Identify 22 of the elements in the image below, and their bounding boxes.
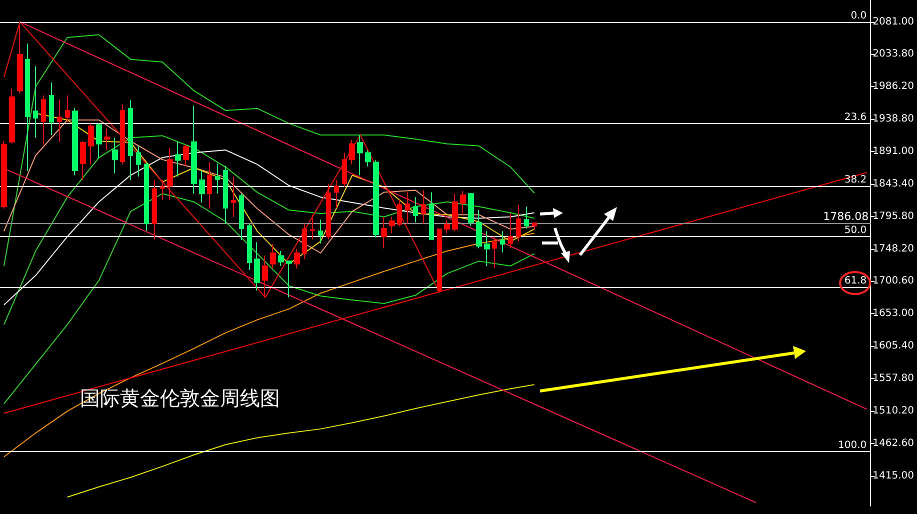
y-tick-label: 1795.80 — [872, 210, 914, 222]
annotation: 23.6 — [844, 112, 867, 123]
y-tick-label: 1557.80 — [872, 373, 914, 384]
annotation: 0.0 — [850, 10, 867, 22]
y-tick-label: 1986.20 — [872, 80, 914, 92]
annotation: 50.0 — [844, 225, 867, 236]
y-tick-label: 2081.00 — [872, 16, 914, 28]
annotation: 100.0 — [838, 440, 867, 451]
annotation: 61.8 — [844, 276, 867, 287]
y-tick-label: 1653.00 — [872, 308, 914, 320]
y-tick-label: 1748.20 — [872, 243, 914, 254]
ref-line-label: 1786.08 — [823, 210, 869, 223]
y-tick-label: 1700.60 — [872, 276, 914, 287]
y-tick-label: 1843.40 — [872, 178, 914, 190]
y-tick-label: 1510.20 — [872, 406, 914, 417]
y-tick-label: 1891.00 — [872, 146, 914, 157]
y-tick-label: 1605.40 — [872, 340, 914, 352]
y-tick-label: 1415.00 — [872, 470, 914, 482]
y-tick-label: 2033.80 — [872, 48, 914, 60]
y-tick-label: 1462.60 — [872, 438, 914, 450]
y-tick-label: 1938.80 — [872, 113, 914, 124]
annotation: 38.2 — [844, 174, 867, 186]
